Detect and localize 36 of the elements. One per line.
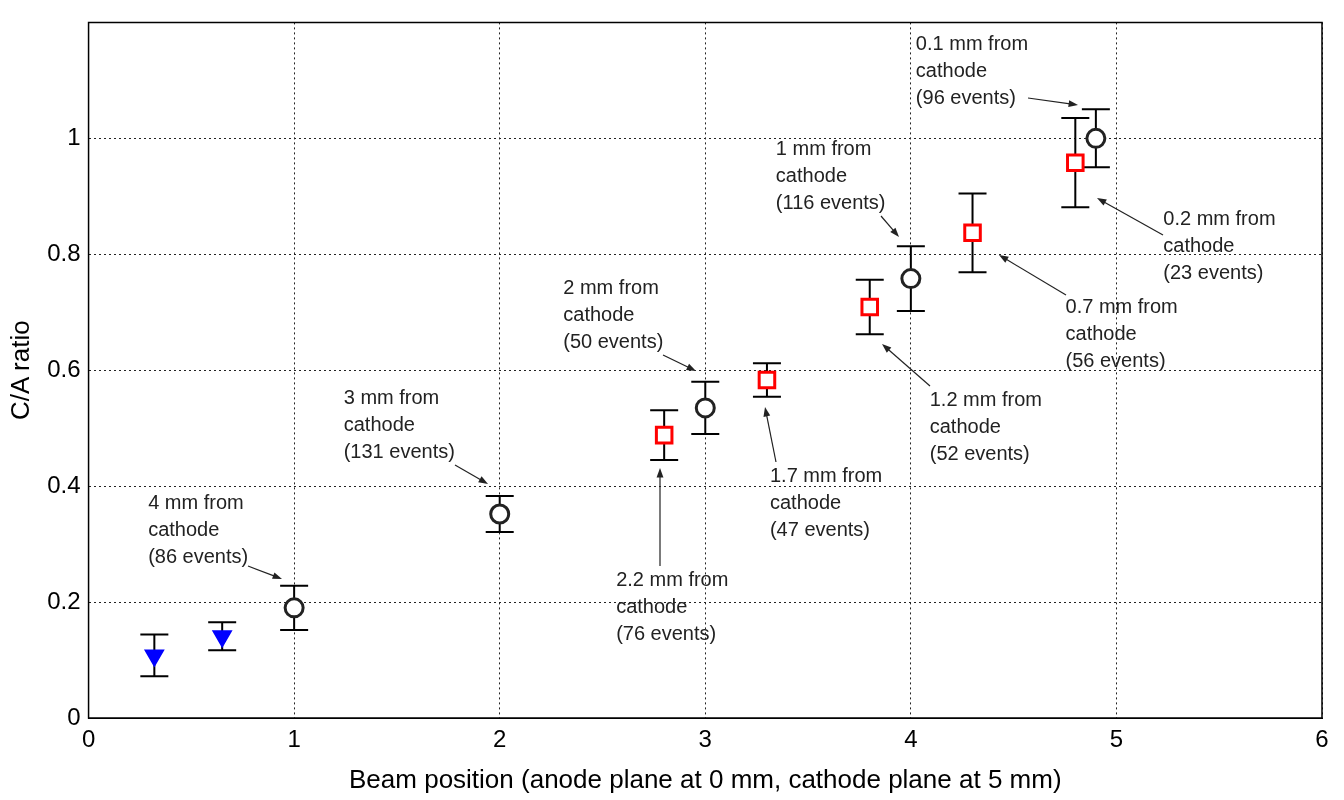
y-tick-label: 1	[67, 122, 81, 150]
y-tick-label: 0.4	[47, 470, 81, 498]
annotation: 0.1 mm from cathode (96 events)	[915, 31, 1029, 111]
annotation: 0.7 mm from cathode (56 events)	[1065, 293, 1178, 373]
annotation: 1.2 mm from cathode (52 events)	[929, 387, 1042, 466]
x-tick-label: 3	[698, 725, 712, 753]
point	[900, 268, 922, 290]
point	[654, 425, 674, 445]
y-tick-label: 0.8	[47, 238, 81, 266]
y-tick-label: 0	[67, 702, 81, 730]
point	[1066, 153, 1085, 172]
point	[757, 370, 777, 390]
annotation: 3 mm from cathode (131 events)	[343, 384, 455, 464]
annotation: 1 mm from cathode (116 events)	[775, 135, 886, 215]
point	[694, 397, 716, 419]
y-tick-label: 0.2	[47, 586, 81, 614]
point	[963, 223, 982, 243]
x-tick-label: 5	[1109, 725, 1124, 753]
x-tick-label: 4	[904, 725, 918, 753]
point	[212, 630, 232, 647]
x-axis-title: Beam position (anode plane at 0 mm, cathode plane at 5 mm)	[349, 763, 1062, 794]
point	[145, 649, 164, 666]
point	[860, 297, 880, 317]
point	[1085, 127, 1107, 149]
annotation: 2 mm from cathode (50 events)	[563, 274, 664, 354]
annotation: 1.7 mm from cathode (47 events)	[769, 463, 883, 543]
y-axis-title: C/A ratio	[4, 320, 35, 421]
annotation: 2.2 mm from cathode (76 events)	[616, 567, 729, 647]
point	[283, 597, 305, 619]
annotation: 4 mm from cathode (86 events)	[148, 489, 249, 569]
x-tick-label: 6	[1315, 725, 1329, 753]
point	[489, 503, 511, 525]
annotation: 0.2 mm from cathode (23 events)	[1163, 205, 1276, 285]
x-tick-label: 1	[287, 725, 301, 753]
y-tick-label: 0.6	[47, 354, 81, 382]
x-tick-label: 2	[493, 725, 507, 753]
